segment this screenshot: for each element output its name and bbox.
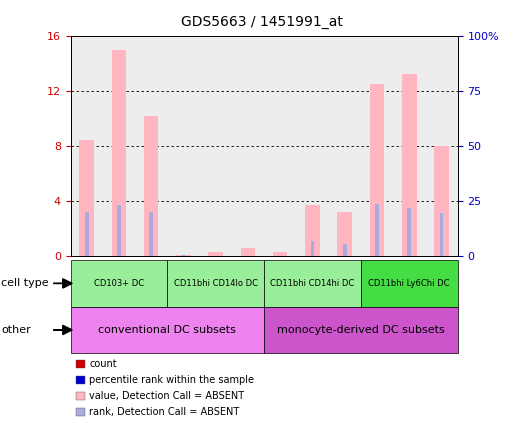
Bar [264,260,361,307]
Bar [200,36,232,256]
Bar [264,36,297,256]
Text: CD11bhi CD14lo DC: CD11bhi CD14lo DC [174,279,258,288]
Bar [71,307,264,353]
Text: monocyte-derived DC subsets: monocyte-derived DC subsets [277,325,445,335]
Bar [176,255,191,256]
Bar [305,205,320,256]
Bar [402,74,416,256]
Bar [79,140,94,256]
Bar [241,248,255,256]
Bar [264,307,458,353]
Bar [343,244,347,256]
Text: CD11bhi CD14hi DC: CD11bhi CD14hi DC [270,279,355,288]
Bar [370,84,384,256]
Text: GDS5663 / 1451991_at: GDS5663 / 1451991_at [180,15,343,29]
Bar [375,204,379,256]
Text: CD11bhi Ly6Chi DC: CD11bhi Ly6Chi DC [369,279,450,288]
Text: value, Detection Call = ABSENT: value, Detection Call = ABSENT [89,391,245,401]
Bar [71,260,167,307]
Bar [328,36,361,256]
Text: percentile rank within the sample: percentile rank within the sample [89,375,254,385]
Bar [297,36,328,256]
Bar [337,212,352,256]
Bar [181,255,186,256]
Bar [167,36,200,256]
Bar [167,260,264,307]
Text: other: other [1,325,31,335]
Text: CD103+ DC: CD103+ DC [94,279,144,288]
Bar [144,115,158,256]
Text: rank, Detection Call = ABSENT: rank, Detection Call = ABSENT [89,407,240,417]
Bar [71,36,103,256]
Bar [135,36,167,256]
Bar [425,36,458,256]
Bar [149,212,153,256]
Bar [209,253,223,256]
Bar [85,212,89,256]
Bar [112,50,126,256]
Bar [361,260,458,307]
Bar [117,205,121,256]
Bar [361,36,393,256]
Text: count: count [89,359,117,369]
Bar [232,36,264,256]
Text: conventional DC subsets: conventional DC subsets [98,325,236,335]
Bar [439,213,444,256]
Bar [311,241,314,256]
Bar [407,208,411,256]
Bar [273,252,288,256]
Text: cell type: cell type [1,278,49,288]
Bar [103,36,135,256]
Bar [393,36,425,256]
Bar [434,146,449,256]
